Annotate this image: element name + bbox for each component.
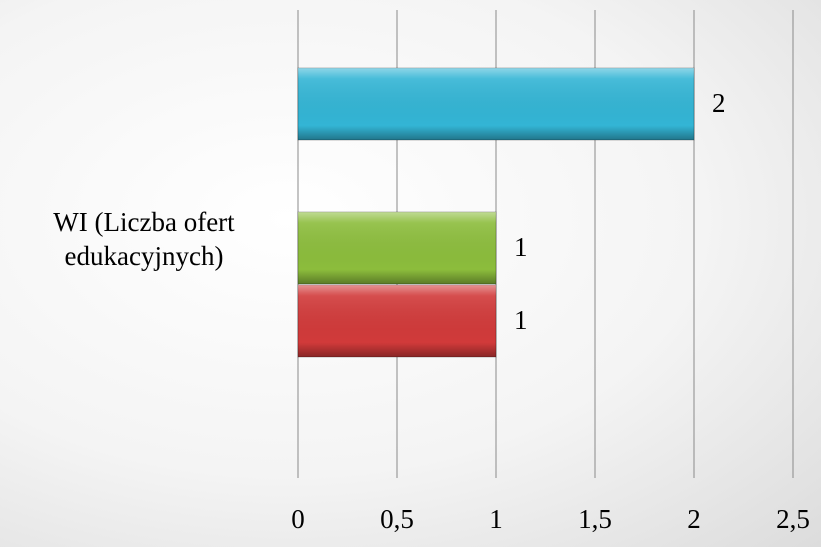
x-tick-label: 2: [687, 504, 701, 534]
x-tick-label: 2,5: [776, 504, 810, 534]
bar-shade: [298, 212, 496, 284]
data-label: 2: [712, 88, 726, 118]
x-tick-label: 0,5: [380, 504, 414, 534]
category-label: WI (Liczba ofert edukacyjnych): [53, 207, 235, 271]
bar-shade: [298, 68, 694, 140]
data-label: 1: [514, 305, 528, 335]
x-tick-label: 1: [489, 504, 503, 534]
x-tick-label: 0: [291, 504, 305, 534]
data-label: 1: [514, 232, 528, 262]
bar-shade: [298, 285, 496, 357]
x-tick-label: 1,5: [578, 504, 612, 534]
